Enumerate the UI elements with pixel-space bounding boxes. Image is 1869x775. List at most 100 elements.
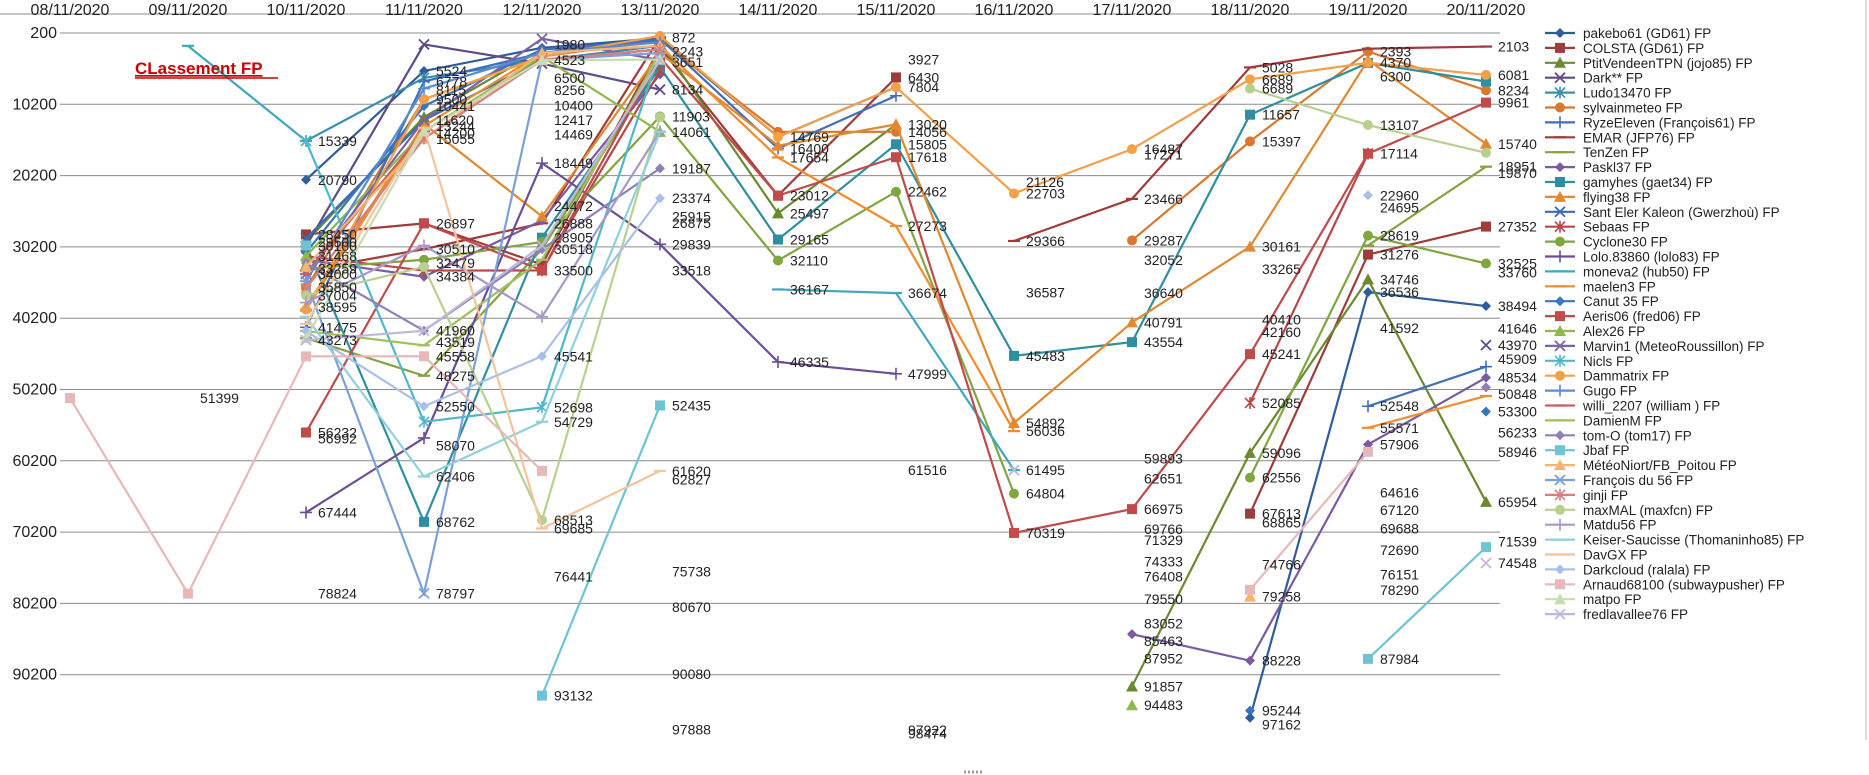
data-label: 17114 — [1380, 146, 1418, 162]
legend-label: willi_2207 (william ) FP — [1582, 399, 1720, 414]
data-label: 43554 — [1144, 334, 1183, 350]
series-line — [1131, 277, 1487, 688]
series-marker — [301, 351, 311, 362]
series-marker — [1481, 382, 1491, 393]
series-line — [1367, 546, 1487, 660]
data-label: 85463 — [1144, 633, 1183, 649]
series-marker — [891, 152, 901, 163]
legend-entry: pakebo61 (GD61) FP — [1545, 26, 1711, 41]
data-label: 45241 — [1262, 346, 1301, 362]
data-label: 14061 — [672, 124, 711, 140]
legend-entry: matpo FP — [1545, 592, 1642, 607]
data-label: 15339 — [318, 133, 357, 149]
data-label: 53300 — [1498, 404, 1537, 420]
series-marker — [419, 401, 429, 412]
data-label: 12417 — [554, 112, 593, 128]
data-label: 43273 — [318, 332, 357, 348]
legend-entry: MétéoNiort/FB_Poitou FP — [1545, 458, 1737, 473]
series-marker — [419, 261, 429, 272]
legend-entry: flying38 FP — [1545, 190, 1651, 205]
data-label: 36674 — [908, 285, 947, 301]
series-marker — [1244, 396, 1256, 409]
series-marker — [891, 186, 901, 197]
legend-entry: Nicls FP — [1545, 354, 1633, 369]
data-label: 34746 — [1380, 271, 1419, 287]
series-marker — [1008, 464, 1020, 476]
legend-label: Cyclone30 FP — [1583, 235, 1668, 250]
data-label: 11620 — [436, 112, 474, 128]
data-label: 51399 — [200, 390, 239, 406]
series-marker — [1555, 370, 1565, 381]
data-label: 52548 — [1380, 398, 1419, 414]
data-label: 8256 — [554, 82, 585, 98]
series-line — [305, 130, 661, 319]
series-marker — [891, 139, 901, 150]
data-label: 78290 — [1380, 582, 1419, 598]
series-marker — [655, 163, 665, 174]
data-label: 27352 — [1498, 219, 1537, 235]
series-marker — [1481, 76, 1491, 87]
date-label: 15/11/2020 — [857, 2, 936, 19]
data-label: 97162 — [1262, 716, 1301, 732]
series-marker — [1126, 699, 1138, 711]
data-label: 2393 — [1380, 44, 1411, 60]
legend-entry: willi_2207 (william ) FP — [1545, 399, 1720, 414]
legend-label: sylvainmeteo FP — [1583, 101, 1683, 116]
date-label: 13/11/2020 — [621, 2, 700, 19]
series-marker — [1245, 109, 1255, 120]
data-label: 71329 — [1144, 532, 1183, 548]
series-line — [187, 44, 307, 142]
series-marker — [419, 516, 429, 527]
data-label: 67444 — [318, 504, 357, 520]
series-marker — [537, 690, 547, 701]
series-marker — [300, 296, 312, 309]
data-label: 72690 — [1380, 542, 1419, 558]
series-37 — [65, 351, 1373, 599]
series-marker — [1554, 250, 1566, 263]
series-marker — [419, 351, 429, 362]
series-line — [305, 59, 661, 342]
data-label: 69766 — [1144, 521, 1183, 537]
series-marker — [1009, 188, 1019, 199]
data-label: 79258 — [1262, 589, 1301, 605]
series-marker — [1554, 220, 1566, 233]
series-marker — [1245, 655, 1255, 666]
legend-entry: DamienM FP — [1545, 413, 1662, 428]
series-marker — [1481, 85, 1491, 96]
series-line — [1367, 165, 1487, 247]
series-marker — [654, 238, 666, 251]
data-label: 36640 — [1144, 285, 1183, 301]
series-marker — [301, 229, 311, 240]
data-label: 30161 — [1262, 239, 1301, 255]
data-label: 93132 — [554, 688, 593, 704]
date-label: 19/11/2020 — [1329, 2, 1408, 19]
series-marker — [1554, 325, 1566, 336]
series-marker — [301, 240, 311, 251]
data-label: 24472 — [554, 198, 593, 214]
series-marker — [1554, 518, 1566, 531]
series-marker — [418, 415, 430, 428]
data-label: 87984 — [1380, 651, 1419, 667]
data-label: 64804 — [1026, 486, 1065, 502]
legend-entry: sylvainmeteo FP — [1545, 101, 1683, 116]
y-tick-label: 40200 — [13, 310, 58, 327]
series-line — [305, 73, 661, 278]
legend-entry: Cyclone30 FP — [1545, 235, 1668, 250]
series-marker — [1555, 42, 1565, 53]
data-label: 74766 — [1262, 557, 1301, 573]
data-label: 19187 — [672, 160, 711, 176]
series-marker — [1126, 316, 1138, 328]
series-marker — [1363, 249, 1373, 260]
data-label: 32525 — [1498, 255, 1537, 271]
data-label: 52698 — [554, 399, 593, 415]
series-line — [305, 197, 661, 408]
data-label: 66975 — [1144, 501, 1183, 517]
legend-label: Sant Eler Kaleon (Gwerzhoù) FP — [1583, 205, 1780, 220]
legend-label: fredlavallee76 FP — [1583, 607, 1688, 622]
data-label: 22703 — [1026, 185, 1065, 201]
data-label: 38595 — [318, 299, 357, 315]
data-label: 46335 — [790, 354, 829, 370]
series-32 — [301, 83, 1491, 526]
date-label: 17/11/2020 — [1093, 2, 1172, 19]
data-label: 57906 — [1380, 436, 1419, 452]
